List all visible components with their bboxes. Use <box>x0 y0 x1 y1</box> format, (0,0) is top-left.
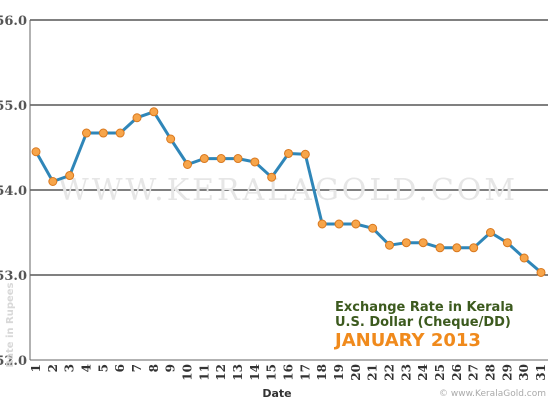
x-tick-labels: 1 2 3 4 5 6 7 8 9 10 11 12 13 14 15 16 17 18 19 20 21 22 23 24 2… <box>29 364 548 381</box>
x-axis-title: Date <box>262 387 291 400</box>
data-point <box>351 219 361 229</box>
data-point <box>452 243 462 253</box>
data-point <box>183 160 192 169</box>
data-point <box>48 177 58 186</box>
data-point <box>98 128 108 138</box>
x-tick-label: 14 <box>248 364 262 381</box>
y-tick-label: 53.0 <box>0 269 27 284</box>
data-point <box>233 154 243 164</box>
data-point <box>284 148 293 158</box>
data-point <box>166 134 176 144</box>
chart-period: JANUARY 2013 <box>333 330 481 351</box>
x-tick-label: 30 <box>517 364 531 381</box>
x-tick-label: 29 <box>500 364 514 381</box>
x-tick-label: 17 <box>298 364 312 381</box>
data-point <box>317 219 327 229</box>
data-point <box>385 240 394 250</box>
x-tick-label: 16 <box>282 364 296 381</box>
y-tick-label: 55.0 <box>0 99 27 114</box>
x-tick-label: 28 <box>484 364 498 381</box>
data-point <box>334 219 344 229</box>
x-tick-label: 7 <box>130 364 144 372</box>
y-tick-label: 54.0 <box>0 184 27 199</box>
data-point <box>368 223 378 233</box>
data-point <box>31 147 41 157</box>
data-point <box>300 149 310 159</box>
x-tick-label: 13 <box>231 364 245 381</box>
data-point <box>435 243 445 253</box>
data-point <box>502 238 512 248</box>
y-tick-labels: 52.0 53.0 54.0 55.0 56.0 <box>0 14 27 369</box>
data-point <box>250 157 260 167</box>
x-tick-label: 4 <box>80 364 94 372</box>
data-point <box>418 238 428 248</box>
x-tick-label: 22 <box>383 364 397 381</box>
x-tick-label: 31 <box>534 364 548 381</box>
x-tick-label: 1 <box>29 364 43 372</box>
x-tick-label: 15 <box>265 364 279 381</box>
x-tick-label: 24 <box>416 364 430 381</box>
data-point <box>486 228 495 237</box>
data-point <box>132 113 142 123</box>
x-tick-label: 21 <box>366 364 380 381</box>
data-point <box>216 154 226 164</box>
x-tick-label: 11 <box>197 364 211 381</box>
x-tick-label: 8 <box>147 364 161 372</box>
x-tick-label: 3 <box>63 364 77 372</box>
x-tick-label: 2 <box>46 364 60 372</box>
y-axis-title: Rate in Rupees <box>5 282 16 367</box>
chart-title-line-2: U.S. Dollar (Cheque/DD) <box>335 315 511 330</box>
chart-title-line-1: Exchange Rate in Kerala <box>335 300 514 315</box>
x-tick-label: 23 <box>399 364 413 381</box>
data-point <box>115 128 125 138</box>
y-tick-label: 52.0 <box>0 354 27 369</box>
x-tick-label: 6 <box>113 364 127 372</box>
x-tick-label: 20 <box>349 364 363 381</box>
y-tick-label: 56.0 <box>0 14 27 29</box>
data-point <box>519 253 529 263</box>
data-point <box>149 107 159 117</box>
x-tick-label: 5 <box>96 364 110 372</box>
watermark: WWW.KERALAGOLD.COM <box>58 173 518 208</box>
data-point <box>199 154 209 164</box>
credit-text: © www.KeralaGold.com <box>439 389 546 399</box>
x-tick-label: 18 <box>315 364 329 381</box>
x-tick-label: 26 <box>450 364 464 381</box>
data-point <box>82 128 91 138</box>
x-tick-label: 9 <box>164 364 178 372</box>
x-tick-label: 10 <box>181 364 195 381</box>
x-tick-label: 25 <box>433 364 447 381</box>
data-point <box>267 172 277 182</box>
x-tick-label: 12 <box>214 364 228 381</box>
x-tick-label: 19 <box>332 364 346 381</box>
data-point <box>536 267 546 277</box>
data-point <box>65 171 75 181</box>
data-point <box>401 238 411 248</box>
data-point <box>469 243 479 253</box>
grid-lines <box>30 19 548 276</box>
x-tick-label: 27 <box>467 364 481 381</box>
series-markers <box>31 107 546 277</box>
